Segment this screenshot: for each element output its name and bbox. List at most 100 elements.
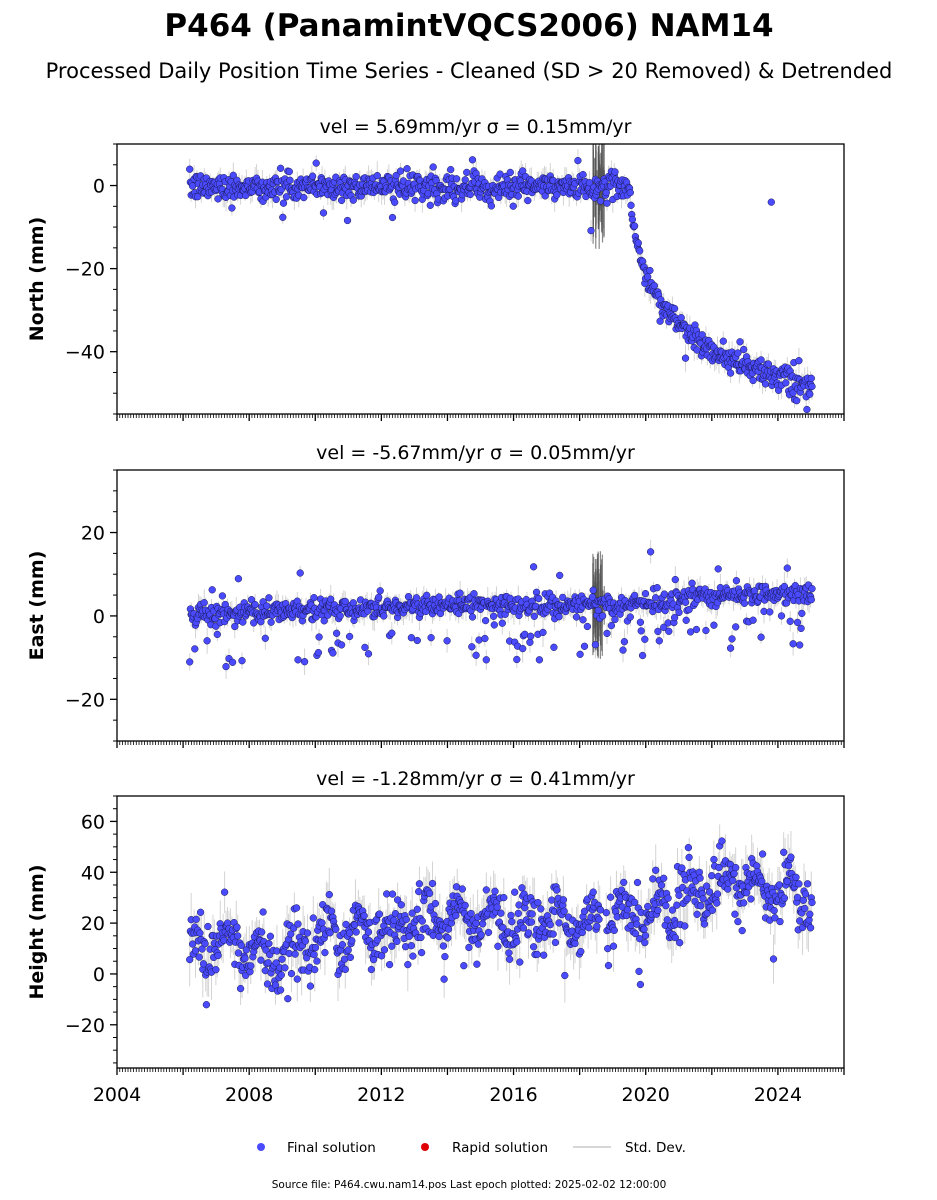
data-point — [199, 960, 208, 968]
data-point — [641, 635, 649, 643]
data-point — [675, 608, 683, 617]
data-point — [364, 928, 373, 936]
data-point — [320, 617, 328, 625]
data-point — [311, 965, 319, 974]
data-point — [375, 910, 384, 918]
data-point — [443, 637, 451, 645]
data-point — [620, 638, 629, 646]
data-point — [736, 338, 744, 346]
data-point — [792, 873, 800, 881]
data-point — [301, 937, 309, 945]
data-point — [312, 159, 320, 167]
data-point — [391, 198, 399, 206]
data-point — [693, 910, 701, 918]
data-point — [796, 641, 804, 649]
data-point — [555, 919, 563, 927]
data-point — [429, 931, 437, 940]
data-point — [559, 896, 568, 904]
data-point — [463, 168, 471, 177]
data-point — [550, 643, 558, 651]
data-point — [808, 382, 816, 391]
legend-final-label: Final solution — [287, 1140, 376, 1156]
data-point — [793, 893, 802, 902]
data-point — [638, 651, 647, 660]
data-point — [734, 349, 742, 357]
x-tick-label: 2024 — [754, 1084, 802, 1106]
data-point — [740, 899, 748, 907]
data-point — [626, 188, 634, 197]
data-point — [418, 917, 426, 925]
data-point — [259, 908, 267, 916]
data-point — [228, 658, 237, 666]
data-point — [263, 980, 272, 988]
data-point — [282, 193, 291, 201]
data-point — [787, 853, 795, 861]
data-point — [482, 656, 490, 664]
data-point — [633, 878, 642, 887]
data-point — [481, 616, 490, 625]
data-point — [186, 165, 194, 173]
data-point — [238, 657, 246, 665]
data-point — [377, 952, 386, 960]
data-point — [279, 213, 287, 221]
footer-source: Source file: P464.cwu.nam14.pos Last epo… — [272, 1179, 667, 1191]
data-point — [549, 930, 557, 938]
data-point — [220, 888, 229, 896]
data-point — [306, 982, 315, 990]
data-point — [780, 848, 788, 856]
data-point — [234, 575, 243, 583]
data-point — [783, 877, 791, 886]
data-point — [561, 971, 569, 980]
data-point — [461, 901, 469, 910]
data-point — [300, 658, 309, 666]
y-axis-label-1: East (mm) — [26, 551, 48, 661]
data-point — [702, 882, 711, 890]
data-point — [535, 656, 544, 664]
data-point — [641, 931, 650, 940]
data-point — [308, 172, 317, 180]
data-point — [346, 953, 355, 962]
figure-title: P464 (PanamintVQCS2006) NAM14 — [164, 8, 773, 44]
data-point — [388, 629, 396, 637]
data-point — [630, 222, 639, 230]
data-point — [780, 894, 789, 902]
data-point — [681, 354, 690, 362]
data-point — [559, 593, 567, 602]
x-tick-label: 2004 — [93, 1084, 141, 1106]
data-point — [201, 940, 209, 948]
data-point — [519, 167, 527, 175]
data-point — [808, 585, 816, 593]
data-point — [671, 575, 679, 584]
data-point — [803, 880, 812, 888]
data-point — [266, 932, 275, 940]
y-tick-label: −40 — [65, 342, 105, 364]
data-point — [228, 204, 236, 212]
data-point — [380, 946, 389, 954]
data-point — [284, 995, 292, 1003]
data-point — [191, 947, 200, 955]
data-point — [653, 584, 661, 592]
data-point — [548, 896, 556, 904]
data-point — [732, 623, 740, 631]
data-point — [497, 909, 505, 917]
y-tick-label: 60 — [81, 811, 105, 833]
data-point — [279, 199, 288, 207]
data-point — [726, 369, 735, 377]
data-point — [662, 902, 670, 910]
data-point — [332, 925, 340, 934]
data-point — [507, 911, 515, 920]
data-point — [468, 613, 477, 621]
data-point — [628, 215, 637, 224]
data-point — [595, 915, 603, 923]
data-point — [665, 627, 673, 635]
data-point — [806, 924, 815, 932]
data-point — [257, 956, 265, 964]
data-point — [699, 895, 707, 903]
data-point — [247, 962, 255, 970]
data-point — [505, 949, 513, 957]
data-point — [472, 919, 480, 927]
data-point — [482, 886, 490, 894]
data-point — [417, 948, 426, 957]
data-point — [611, 615, 619, 624]
